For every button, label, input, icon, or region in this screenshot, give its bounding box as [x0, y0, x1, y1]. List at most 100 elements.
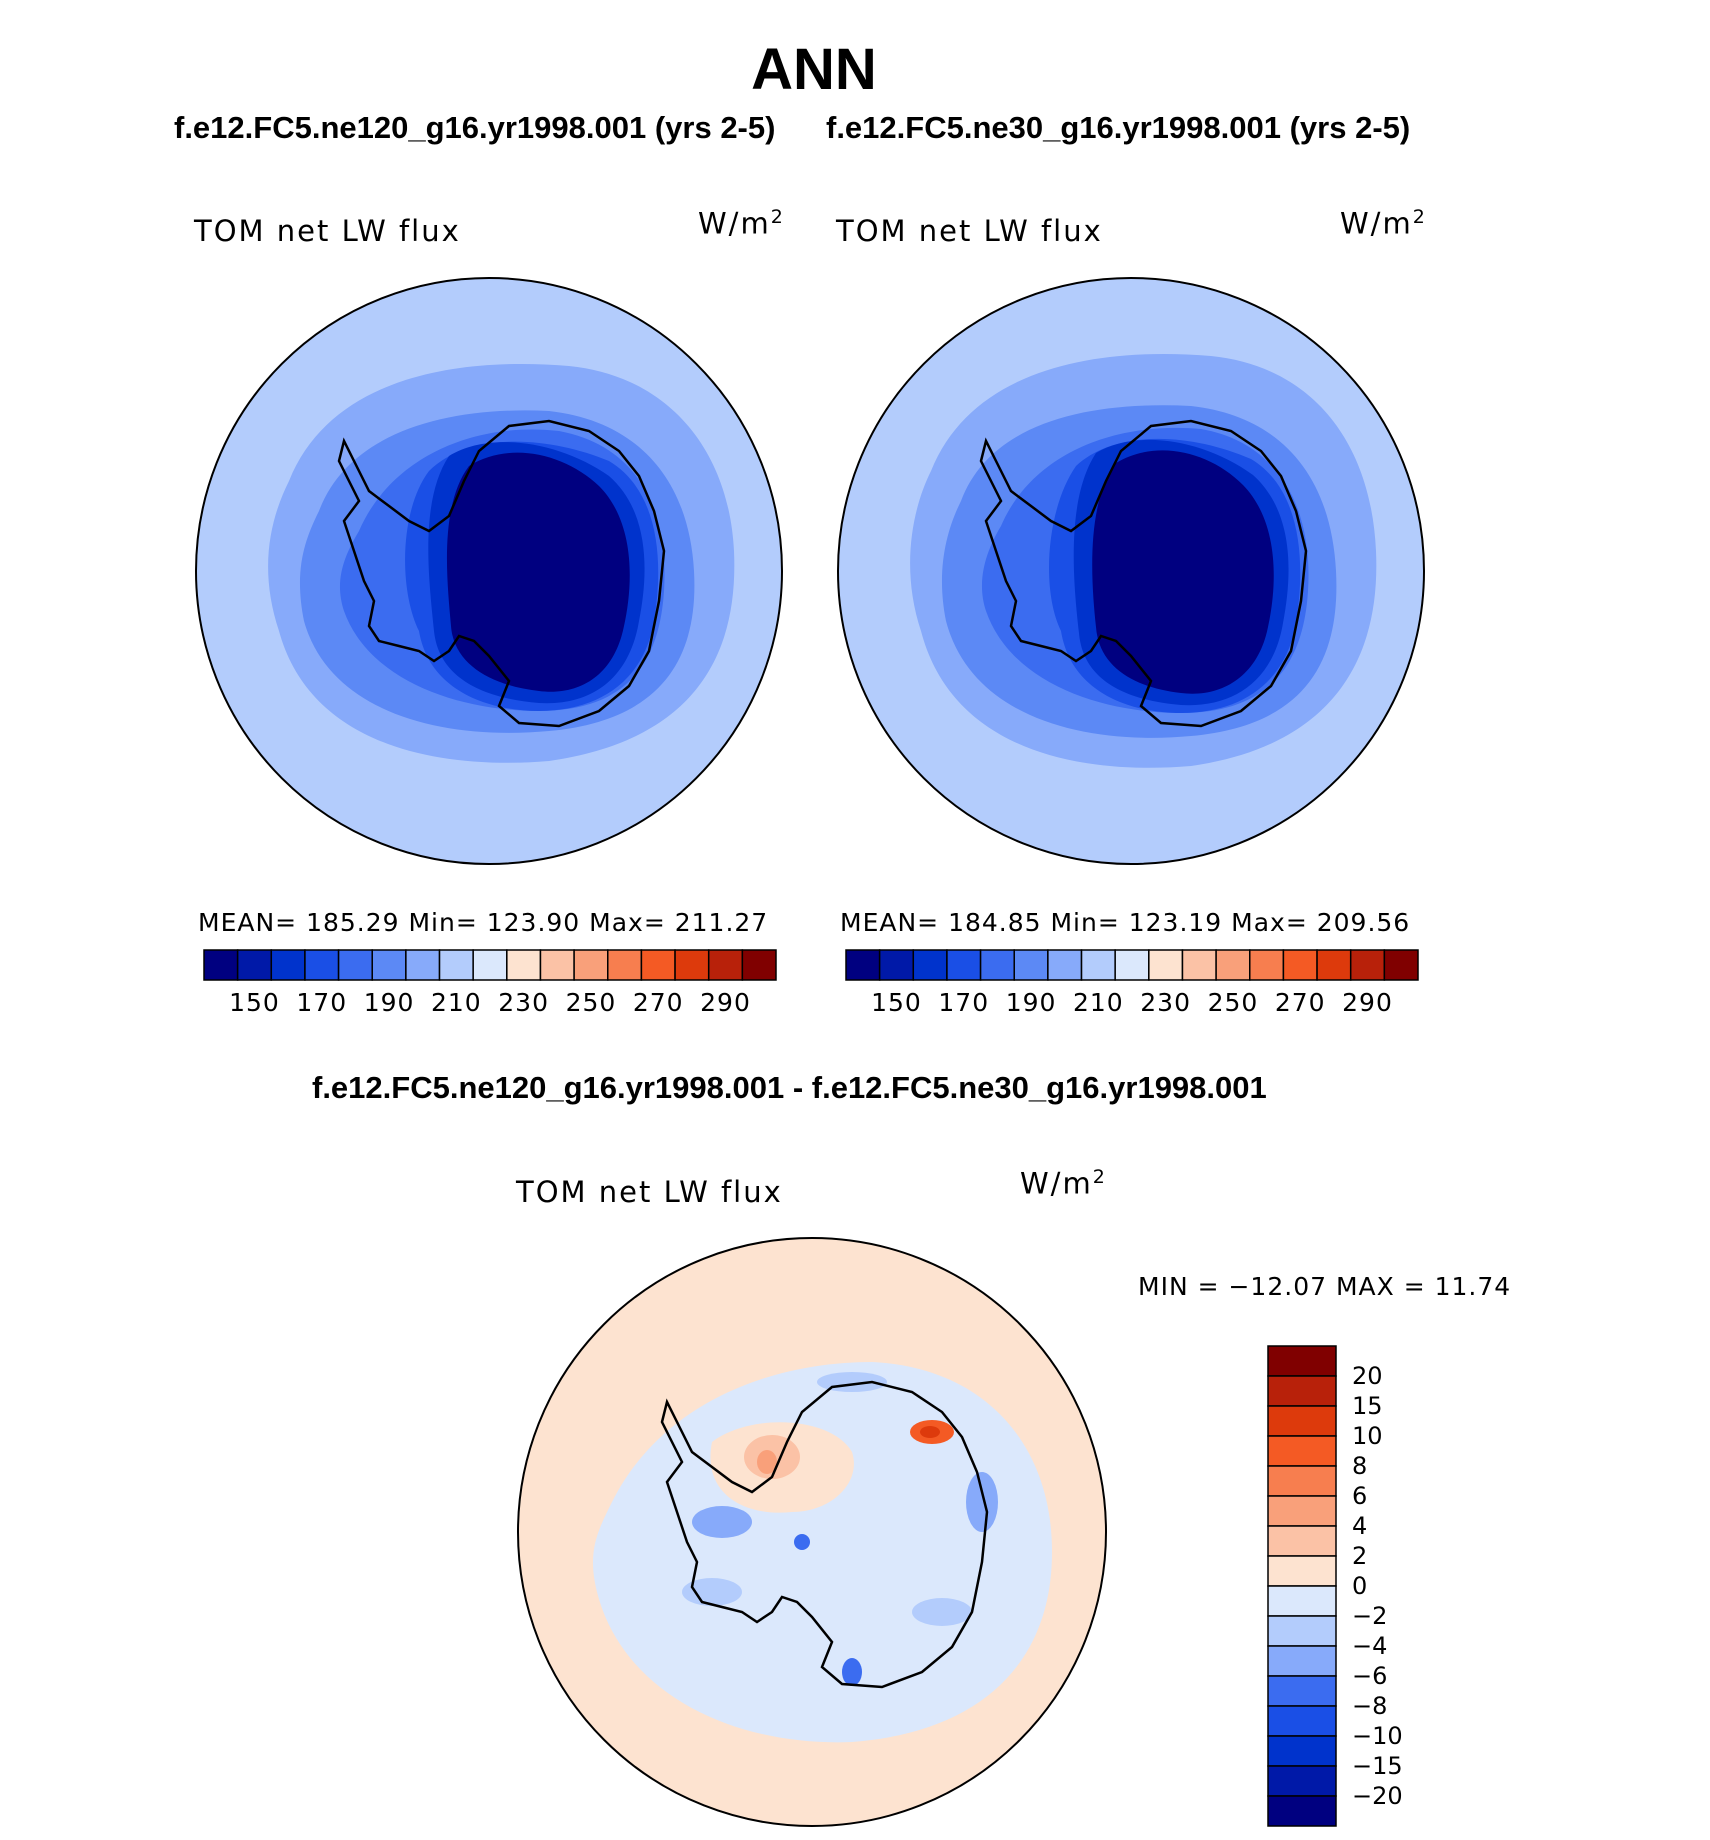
- colorbar-diff-swatch: [1267, 1585, 1337, 1617]
- colorbar-panel1-swatch: [337, 949, 373, 981]
- colorbar-panel2-tick-label: 250: [1207, 988, 1259, 1017]
- colorbar-panel1-tick-label: 170: [296, 988, 348, 1017]
- colorbar-diff-swatch: [1267, 1375, 1337, 1407]
- colorbar-panel2-tick-label: 190: [1005, 988, 1057, 1017]
- colorbar-diff-tick-label: 6: [1352, 1482, 1368, 1510]
- colorbar-diff-tick-label: 15: [1352, 1392, 1383, 1420]
- colorbar-panel2-swatch: [1013, 949, 1049, 981]
- colorbar-panel2-swatch: [1316, 949, 1352, 981]
- colorbar-panel1-tick-label: 230: [498, 988, 549, 1017]
- panel1-stats: MEAN= 185.29 Min= 123.90 Max= 211.27: [198, 908, 769, 937]
- figure-title: ANN: [751, 37, 877, 102]
- colorbar-panel1-ticks: 150 170 190 210 230 250 270 290: [204, 988, 776, 1018]
- colorbar-diff-tick-label: −2: [1352, 1602, 1388, 1630]
- colorbar-diff-tick-label: 10: [1352, 1422, 1383, 1450]
- colorbar-panel1-swatch: [640, 949, 676, 981]
- colorbar-panel2: [845, 949, 1419, 981]
- colorbar-panel2-swatch: [1282, 949, 1318, 981]
- colorbar-panel2-swatch: [1114, 949, 1150, 981]
- colorbar-diff-swatch: [1267, 1735, 1337, 1767]
- colorbar-diff-tick-label: 20: [1352, 1362, 1383, 1390]
- colorbar-diff-tick-label: 4: [1352, 1512, 1368, 1540]
- panel2-stats: MEAN= 184.85 Min= 123.19 Max= 209.56: [840, 908, 1411, 937]
- colorbar-panel2-tick-label: 290: [1342, 988, 1393, 1017]
- colorbar-diff-swatch: [1267, 1435, 1337, 1467]
- colorbar-panel1-tick-label: 150: [229, 988, 280, 1017]
- colorbar-diff-swatch: [1267, 1495, 1337, 1527]
- map-diff: [517, 1237, 1107, 1827]
- colorbar-panel2-tick-label: 210: [1072, 988, 1124, 1017]
- colorbar-panel1-swatch: [405, 949, 441, 981]
- colorbar-diff-swatch: [1267, 1405, 1337, 1437]
- colorbar-panel2-swatch: [1181, 949, 1217, 981]
- colorbar-diff-tick-label: −15: [1352, 1752, 1403, 1780]
- colorbar-panel2-ticks: 150 170 190 210 230 250 270 290: [846, 988, 1418, 1018]
- subtitle-right: f.e12.FC5.ne30_g16.yr1998.001 (yrs 2-5): [826, 110, 1411, 145]
- colorbar-panel1-tick-label: 290: [700, 988, 751, 1017]
- colorbar-panel1-swatch: [674, 949, 710, 981]
- colorbar-panel1-tick-label: 210: [430, 988, 482, 1017]
- colorbar-diff-tick-label: −10: [1352, 1722, 1403, 1750]
- colorbar-panel2-swatch: [845, 949, 881, 981]
- map-panel1: [195, 277, 783, 865]
- colorbar-panel1-tick-label: 270: [632, 988, 684, 1017]
- map-panel2: [837, 277, 1425, 865]
- colorbar-diff-swatch: [1267, 1555, 1337, 1587]
- colorbar-diff-tick-label: 8: [1352, 1452, 1368, 1480]
- colorbar-panel1-tick-label: 190: [363, 988, 415, 1017]
- colorbar-diff-swatch: [1267, 1675, 1337, 1707]
- colorbar-diff-swatch: [1267, 1705, 1337, 1737]
- diff-panel-label: TOM net LW flux: [516, 1175, 783, 1209]
- colorbar-panel1-swatch: [304, 949, 340, 981]
- colorbar-panel2-swatch: [1383, 949, 1419, 981]
- colorbar-panel2-tick-label: 170: [938, 988, 990, 1017]
- colorbar-panel1: [203, 949, 777, 981]
- subtitle-left: f.e12.FC5.ne120_g16.yr1998.001 (yrs 2-5): [174, 110, 776, 145]
- colorbar-diff-ticks: 20 15 10 8 6 4 2 0 −2 −4 −6 −8 −10 −15 −20: [1352, 1346, 1432, 1826]
- colorbar-diff: [1267, 1345, 1337, 1827]
- panel2-label: TOM net LW flux: [836, 214, 1103, 248]
- colorbar-panel2-tick-label: 150: [871, 988, 922, 1017]
- colorbar-panel2-swatch: [979, 949, 1015, 981]
- colorbar-panel1-swatch: [707, 949, 744, 981]
- diff-title: f.e12.FC5.ne120_g16.yr1998.001 - f.e12.F…: [312, 1070, 1267, 1105]
- colorbar-diff-tick-label: −6: [1352, 1662, 1388, 1690]
- colorbar-diff-swatch: [1267, 1615, 1337, 1647]
- colorbar-panel1-swatch: [539, 949, 575, 981]
- colorbar-diff-tick-label: −20: [1352, 1782, 1403, 1810]
- colorbar-panel1-swatch: [506, 949, 542, 981]
- colorbar-diff-tick-label: −8: [1352, 1692, 1388, 1720]
- colorbar-diff-swatch: [1267, 1465, 1337, 1497]
- colorbar-panel1-swatch: [472, 949, 508, 981]
- colorbar-diff-swatch: [1267, 1645, 1337, 1677]
- colorbar-panel1-swatch: [741, 949, 777, 981]
- panel1-label: TOM net LW flux: [194, 214, 461, 248]
- colorbar-panel2-swatch: [1047, 949, 1083, 981]
- colorbar-panel2-swatch: [878, 949, 915, 981]
- colorbar-panel2-swatch: [946, 949, 982, 981]
- colorbar-panel1-swatch: [371, 949, 407, 981]
- colorbar-panel2-tick-label: 270: [1274, 988, 1326, 1017]
- diff-panel-units: W/m2: [1020, 1166, 1107, 1201]
- colorbar-diff-swatch: [1267, 1525, 1337, 1557]
- diff-stats: MIN = −12.07 MAX = 11.74: [1138, 1272, 1512, 1301]
- colorbar-panel1-swatch: [236, 949, 273, 981]
- colorbar-panel1-swatch: [270, 949, 306, 981]
- colorbar-panel2-swatch: [1080, 949, 1116, 981]
- colorbar-panel1-tick-label: 250: [565, 988, 617, 1017]
- colorbar-diff-swatch: [1267, 1765, 1337, 1797]
- colorbar-panel2-swatch: [912, 949, 948, 981]
- colorbar-panel1-swatch: [573, 949, 609, 981]
- colorbar-panel1-swatch: [607, 949, 643, 981]
- colorbar-panel2-tick-label: 230: [1140, 988, 1191, 1017]
- colorbar-diff-tick-label: 2: [1352, 1542, 1368, 1570]
- colorbar-panel1-swatch: [203, 949, 239, 981]
- colorbar-diff-swatch: [1267, 1795, 1337, 1827]
- colorbar-panel2-swatch: [1349, 949, 1386, 981]
- colorbar-diff-tick-label: 0: [1352, 1572, 1368, 1600]
- colorbar-panel2-swatch: [1148, 949, 1184, 981]
- panel2-units: W/m2: [1340, 206, 1427, 241]
- colorbar-panel1-swatch: [438, 949, 474, 981]
- colorbar-panel2-swatch: [1249, 949, 1285, 981]
- colorbar-panel2-swatch: [1215, 949, 1251, 981]
